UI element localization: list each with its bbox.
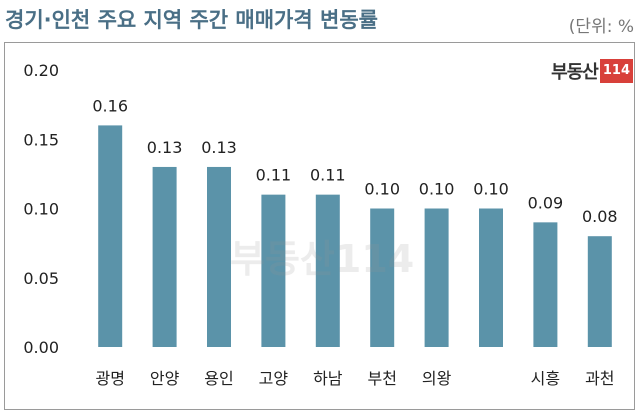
category-label: 시흥 — [531, 369, 560, 388]
category-label: 과천 — [585, 369, 614, 388]
bar — [533, 222, 558, 347]
data-label: 0.11 — [256, 166, 292, 185]
unit-label: (단위: % — [568, 17, 634, 37]
category-label: 의왕 — [422, 369, 452, 388]
bar — [587, 236, 612, 347]
category-label: 용인 — [204, 369, 233, 388]
category-label: 하남 — [313, 369, 343, 388]
bar — [424, 208, 449, 347]
logo-number: 114 — [599, 59, 633, 83]
brand-logo: 부동산 114 — [551, 57, 633, 85]
chart-panel: 0.00 0.05 0.10 0.15 0.20 0.16 0.13 0.13 0.11 0.1… — [4, 42, 635, 410]
data-label: 0.10 — [419, 180, 455, 199]
y-tick-label: 0.20 — [23, 61, 59, 80]
bar — [479, 208, 503, 347]
y-tick-label: 0.05 — [23, 269, 59, 288]
y-tick-label: 0.00 — [23, 338, 59, 357]
data-label: 0.11 — [310, 166, 346, 185]
data-label: 0.10 — [364, 180, 400, 199]
data-label: 0.09 — [528, 193, 564, 212]
bar-chart: 0.000.050.100.150.20 0.160.13 0.130.11 0.1… — [23, 61, 617, 388]
category-labels: 광명 안양 용인 고양 하남 부천 의왕 시흥 과천 — [95, 369, 614, 388]
bar — [98, 125, 123, 348]
bar — [207, 166, 231, 347]
bar — [152, 166, 177, 347]
data-label: 0.16 — [92, 96, 128, 115]
logo-text: 부동산 — [551, 62, 599, 83]
category-label: 고양 — [259, 369, 289, 388]
bars — [98, 125, 612, 348]
bar — [370, 208, 395, 347]
data-label: 0.08 — [582, 207, 618, 226]
category-label: 부천 — [367, 369, 396, 388]
data-label: 0.13 — [147, 138, 183, 157]
y-tick-label: 0.15 — [23, 130, 59, 149]
data-label: 0.13 — [201, 138, 237, 157]
bar — [315, 194, 340, 347]
y-tick-label: 0.10 — [23, 200, 59, 219]
chart-title: 경기·인천 주요 지역 주간 매매가격 변동률 — [5, 8, 378, 32]
data-labels: 0.16 0.13 0.13 0.11 0.11 0.10 0.10 0.10 0.09 0.08 — [92, 96, 617, 226]
bar — [261, 194, 286, 347]
category-label: 안양 — [150, 369, 180, 388]
category-label: 광명 — [95, 369, 124, 388]
y-axis: 0.00 0.05 0.10 0.15 0.20 — [23, 61, 59, 357]
data-label: 0.10 — [473, 180, 509, 199]
